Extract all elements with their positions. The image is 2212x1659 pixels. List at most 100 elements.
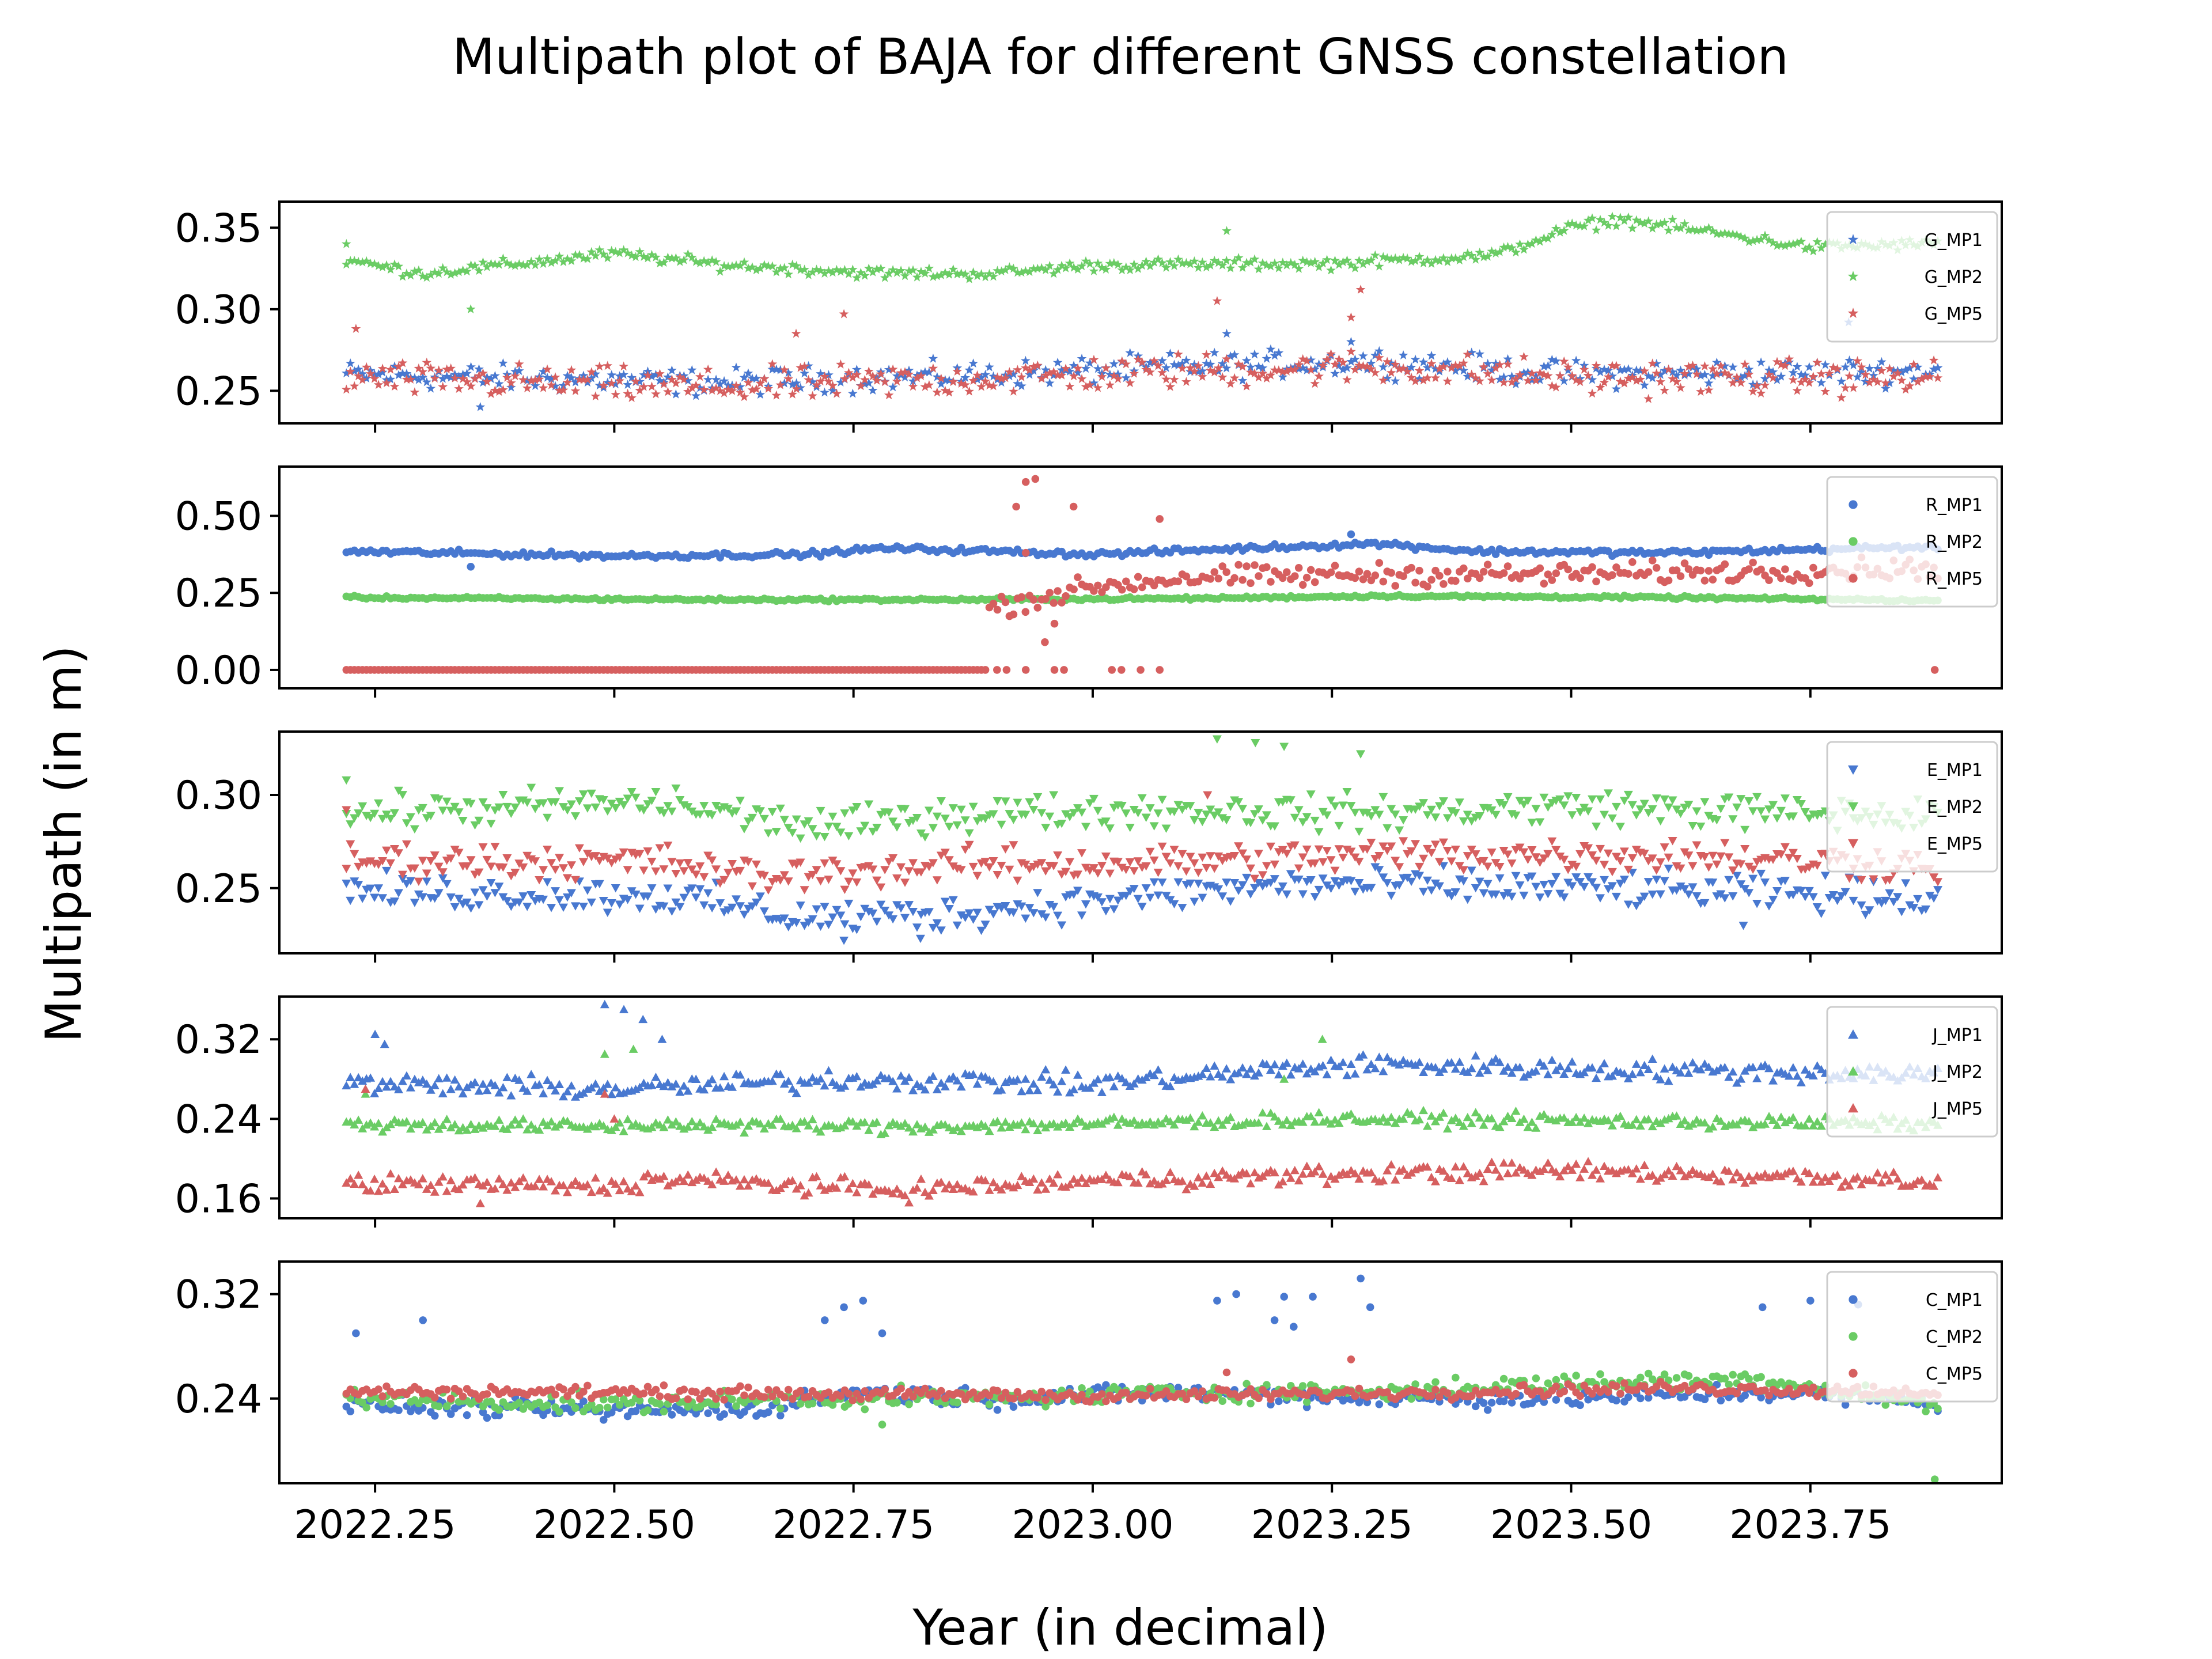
data-point-E_MP5	[751, 860, 761, 869]
data-point-E_MP2	[410, 825, 419, 834]
data-point-E_MP2	[1157, 796, 1167, 805]
data-point-E_MP2	[1584, 807, 1593, 816]
data-point-G_MP1	[663, 372, 673, 381]
data-point-E_MP5	[1740, 845, 1750, 854]
data-point-E_MP1	[976, 926, 986, 935]
data-point-E_MP5	[1346, 847, 1356, 856]
data-point-E_MP1	[1881, 896, 1891, 906]
data-point-J_MP1	[1354, 1052, 1364, 1061]
data-point-G_MP2	[1595, 214, 1605, 224]
data-point-J_MP1	[767, 1076, 777, 1085]
data-point-E_MP5	[1784, 854, 1794, 862]
data-point-J_MP5	[1889, 1167, 1899, 1176]
data-point-E_MP5	[876, 883, 886, 892]
data-point-E_MP2	[868, 827, 878, 836]
data-point-E_MP5	[1700, 853, 1710, 862]
data-point-G_MP2	[1511, 247, 1521, 257]
data-point-E_MP1	[904, 901, 914, 910]
data-point-G_MP2	[1450, 253, 1461, 263]
data-point-E_MP1	[1105, 895, 1115, 904]
data-point-J_MP2	[735, 1118, 745, 1126]
data-point-E_MP2	[1033, 793, 1043, 802]
data-point-E_MP2	[627, 788, 637, 797]
data-point-E_MP5	[759, 872, 769, 881]
data-point-G_MP2	[566, 256, 577, 266]
data-point-G_MP2	[1434, 256, 1445, 266]
data-point-E_MP2	[498, 791, 508, 800]
data-point-G_MP2	[1442, 257, 1453, 266]
data-point-J_MP2	[647, 1122, 657, 1131]
data-point-E_MP1	[1153, 891, 1163, 900]
data-point-J_MP5	[1210, 1168, 1219, 1177]
data-point-J_MP1	[1531, 1066, 1541, 1075]
data-point-G_MP2	[639, 252, 649, 261]
data-point-G_MP5	[655, 369, 665, 378]
data-point-G_MP2	[984, 268, 994, 278]
data-point-E_MP5	[1238, 849, 1248, 858]
data-point-E_MP1	[1097, 898, 1107, 907]
data-point-G_MP2	[1772, 240, 1782, 250]
data-point-E_MP1	[1430, 879, 1440, 888]
data-point-E_MP5	[594, 857, 604, 866]
data-point-J_MP1	[1495, 1058, 1505, 1066]
data-point-G_MP5	[739, 392, 749, 402]
data-point-G_MP1	[1660, 365, 1669, 375]
data-point-J_MP2	[1780, 1118, 1790, 1127]
data-point-E_MP2	[944, 823, 954, 831]
data-point-G_MP5	[341, 384, 351, 394]
data-point-G_MP2	[876, 263, 886, 273]
data-point-E_MP5	[1169, 846, 1179, 854]
data-point-J_MP2	[1455, 1118, 1464, 1126]
data-point-G_MP5	[1647, 358, 1658, 368]
data-point-E_MP2	[932, 812, 942, 821]
data-point-G_MP5	[1165, 381, 1175, 391]
data-point-G_MP2	[735, 260, 745, 270]
data-point-G_MP1	[397, 368, 408, 378]
data-point-G_MP5	[1857, 362, 1866, 372]
data-point-E_MP2	[1442, 814, 1452, 823]
data-point-J_MP5	[732, 1175, 741, 1184]
data-point-J_MP5	[1824, 1176, 1834, 1185]
data-point-G_MP2	[430, 267, 440, 276]
data-point-G_MP2	[960, 269, 971, 279]
data-point-J_MP5	[944, 1180, 954, 1189]
data-point-J_MP5	[812, 1172, 821, 1181]
data-point-R_MP5	[1150, 581, 1158, 590]
data-point-R_MP5	[1363, 570, 1372, 578]
data-point-E_MP1	[1442, 889, 1452, 898]
data-point-G_MP2	[594, 245, 605, 255]
data-point-E_MP1	[434, 889, 444, 897]
data-point-E_MP2	[864, 800, 874, 809]
data-point-G_MP5	[1475, 376, 1485, 385]
data-point-G_MP5	[1736, 377, 1746, 387]
data-point-G_MP5	[1217, 372, 1228, 382]
data-point-E_MP2	[755, 807, 765, 816]
data-point-G_MP2	[1418, 258, 1429, 268]
data-point-G_MP2	[1627, 223, 1638, 233]
data-point-G_MP5	[859, 374, 870, 384]
data-point-G_MP5	[1149, 355, 1159, 365]
data-point-G_MP1	[494, 378, 504, 388]
data-point-J_MP1	[997, 1085, 1006, 1094]
data-point-R_MP5	[1440, 580, 1448, 588]
data-point-G_MP5	[1543, 370, 1553, 380]
panel-E-points	[342, 735, 1943, 945]
data-point-R_MP5	[1680, 559, 1689, 567]
data-point-G_MP2	[1808, 246, 1819, 256]
data-point-E_MP2	[466, 800, 476, 808]
data-point-E_MP5	[1575, 850, 1585, 859]
series-G_MP2	[341, 211, 1943, 313]
data-point-J_MP1	[1483, 1066, 1493, 1074]
data-point-E_MP5	[1547, 837, 1557, 846]
data-point-E_MP2	[884, 808, 894, 817]
data-point-E_MP5	[1933, 878, 1943, 887]
data-point-J_MP2	[1531, 1123, 1541, 1132]
data-point-J_MP1	[735, 1070, 745, 1079]
data-point-G_MP1	[888, 382, 898, 392]
data-point-J_MP2	[1218, 1120, 1228, 1129]
outlier-point-J_MP5	[600, 1089, 609, 1098]
data-point-G_MP5	[908, 381, 918, 391]
data-point-G_MP5	[1599, 377, 1609, 387]
data-point-E_MP1	[470, 888, 480, 897]
data-point-R_MP5	[1130, 585, 1138, 593]
